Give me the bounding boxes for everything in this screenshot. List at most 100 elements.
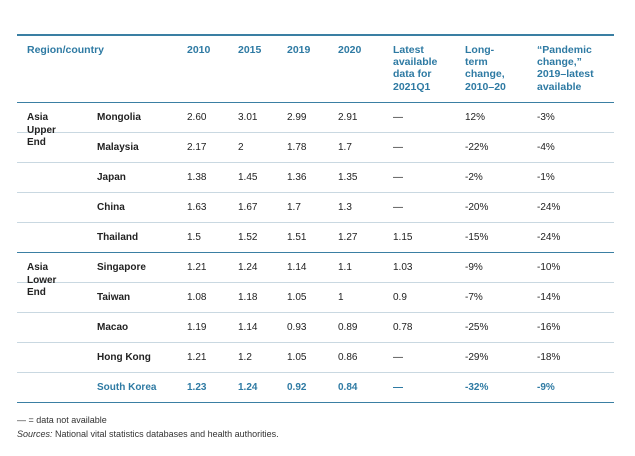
table-row: Asia Lower End Singapore 1.21 1.24 1.14 1.1 1.… (17, 253, 614, 298)
value-latest: — (393, 112, 403, 123)
value-2015: 1.52 (238, 232, 258, 243)
country-cell: Japan (97, 172, 126, 183)
value-pandemic: -14% (537, 292, 561, 303)
value-pandemic: -9% (537, 382, 555, 393)
value-latest: 0.78 (393, 322, 413, 333)
header-2019: 2019 (287, 44, 311, 56)
value-2015: 1.45 (238, 172, 258, 183)
value-2010: 1.08 (187, 292, 207, 303)
value-2010: 1.23 (187, 382, 207, 393)
sources-label: Sources: (17, 429, 53, 439)
value-latest: — (393, 202, 403, 213)
value-2015: 1.67 (238, 202, 258, 213)
value-2020: 1.1 (338, 262, 352, 273)
value-2019: 1.78 (287, 142, 307, 153)
sources-line: Sources: National vital statistics datab… (17, 427, 279, 441)
value-2010: 1.21 (187, 262, 207, 273)
value-2015: 1.18 (238, 292, 258, 303)
value-pandemic: -16% (537, 322, 561, 333)
table-body: Asia Upper End Mongolia 2.60 3.01 2.99 2.91 — 1… (17, 103, 614, 403)
value-2015: 3.01 (238, 112, 258, 123)
table-row: Japan 1.38 1.45 1.36 1.35 — -2% -1% (17, 163, 614, 193)
value-2020: 0.89 (338, 322, 358, 333)
footnote: — = data not available (17, 415, 107, 425)
value-2015: 2 (238, 142, 244, 153)
value-pandemic: -18% (537, 352, 561, 363)
sources-text: National vital statistics databases and … (52, 429, 279, 439)
region-label: Asia Lower End (27, 262, 57, 298)
country-cell: China (97, 202, 125, 213)
value-long-term: -7% (465, 292, 483, 303)
value-pandemic: -3% (537, 112, 555, 123)
value-2020: 0.84 (338, 382, 358, 393)
country-cell: Taiwan (97, 292, 131, 303)
header-region: Region/country (27, 44, 105, 56)
country-cell: Macao (97, 322, 129, 333)
value-2010: 1.19 (187, 322, 207, 333)
value-pandemic: -4% (537, 142, 555, 153)
value-2010: 2.17 (187, 142, 207, 153)
country-cell: South Korea (97, 382, 157, 393)
value-2010: 2.60 (187, 112, 207, 123)
value-long-term: -20% (465, 202, 489, 213)
value-2015: 1.2 (238, 352, 252, 363)
value-latest: 1.15 (393, 232, 413, 243)
fertility-table: Region/country 2010 2015 2019 2020 Lates… (17, 34, 614, 403)
value-latest: 0.9 (393, 292, 407, 303)
value-2010: 1.38 (187, 172, 207, 183)
value-2015: 1.24 (238, 262, 258, 273)
region-label: Asia Upper End (27, 112, 56, 148)
value-2020: 2.91 (338, 112, 358, 123)
value-long-term: -25% (465, 322, 489, 333)
value-2020: 0.86 (338, 352, 358, 363)
value-2020: 1.27 (338, 232, 358, 243)
value-2020: 1.7 (338, 142, 352, 153)
value-2019: 1.36 (287, 172, 307, 183)
value-long-term: -2% (465, 172, 483, 183)
value-2019: 1.51 (287, 232, 307, 243)
value-2019: 2.99 (287, 112, 307, 123)
value-2010: 1.21 (187, 352, 207, 363)
table-row: Malaysia 2.17 2 1.78 1.7 — -22% -4% (17, 133, 614, 163)
value-pandemic: -1% (537, 172, 555, 183)
table-row: Thailand 1.5 1.52 1.51 1.27 1.15 -15% -24% (17, 223, 614, 253)
value-2019: 0.93 (287, 322, 307, 333)
value-2020: 1.3 (338, 202, 352, 213)
table-row: Asia Upper End Mongolia 2.60 3.01 2.99 2.91 — 1… (17, 103, 614, 148)
table-row: Hong Kong 1.21 1.2 1.05 0.86 — -29% -18% (17, 343, 614, 373)
value-pandemic: -10% (537, 262, 561, 273)
value-latest: — (393, 142, 403, 153)
value-2019: 1.05 (287, 352, 307, 363)
country-cell: Thailand (97, 232, 139, 243)
value-2019: 1.7 (287, 202, 301, 213)
value-latest: — (393, 382, 403, 393)
table-row: South Korea 1.23 1.24 0.92 0.84 — -32% -9% (17, 373, 614, 403)
value-2020: 1.35 (338, 172, 358, 183)
value-long-term: -22% (465, 142, 489, 153)
value-long-term: -15% (465, 232, 489, 243)
value-pandemic: -24% (537, 232, 561, 243)
header-2015: 2015 (238, 44, 262, 56)
table-top-rule (17, 34, 614, 36)
country-cell: Mongolia (97, 112, 141, 123)
table-row: China 1.63 1.67 1.7 1.3 — -20% -24% (17, 193, 614, 223)
value-2019: 0.92 (287, 382, 307, 393)
value-2010: 1.63 (187, 202, 207, 213)
table-row: Macao 1.19 1.14 0.93 0.89 0.78 -25% -16% (17, 313, 614, 343)
value-latest: 1.03 (393, 262, 413, 273)
value-2015: 1.24 (238, 382, 258, 393)
value-2019: 1.14 (287, 262, 307, 273)
table-header: Region/country 2010 2015 2019 2020 Lates… (17, 36, 614, 103)
value-latest: — (393, 172, 403, 183)
value-2015: 1.14 (238, 322, 258, 333)
country-cell: Malaysia (97, 142, 139, 153)
country-cell: Singapore (97, 262, 146, 273)
header-2020: 2020 (338, 44, 362, 56)
value-long-term: -32% (465, 382, 489, 393)
header-pandemic: “Pandemic change,” 2019–latest available (537, 44, 594, 93)
value-long-term: -29% (465, 352, 489, 363)
header-latest: Latest available data for 2021Q1 (393, 44, 438, 93)
value-pandemic: -24% (537, 202, 561, 213)
country-cell: Hong Kong (97, 352, 151, 363)
header-long-term: Long- term change, 2010–20 (465, 44, 506, 93)
